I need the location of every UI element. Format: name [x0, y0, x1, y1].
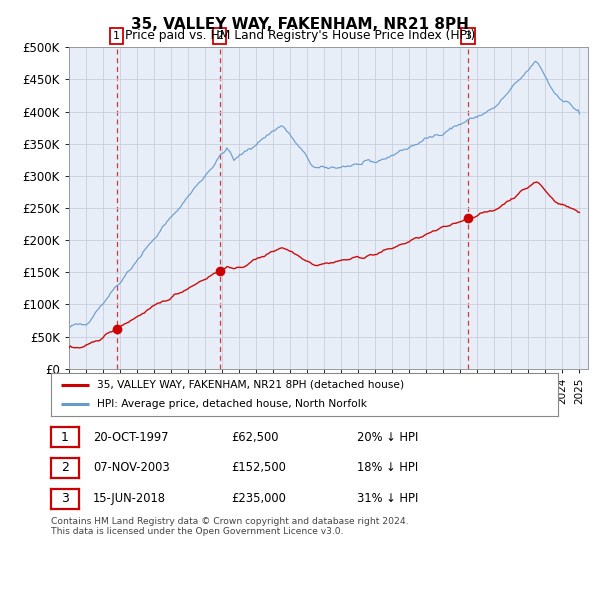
Text: Contains HM Land Registry data © Crown copyright and database right 2024.
This d: Contains HM Land Registry data © Crown c…	[51, 517, 409, 536]
Text: 2: 2	[216, 31, 223, 41]
Text: £235,000: £235,000	[231, 492, 286, 505]
Text: 15-JUN-2018: 15-JUN-2018	[93, 492, 166, 505]
Text: 20% ↓ HPI: 20% ↓ HPI	[357, 431, 418, 444]
Text: 35, VALLEY WAY, FAKENHAM, NR21 8PH (detached house): 35, VALLEY WAY, FAKENHAM, NR21 8PH (deta…	[97, 379, 404, 389]
Text: 20-OCT-1997: 20-OCT-1997	[93, 431, 169, 444]
Text: 1: 1	[113, 31, 120, 41]
Text: 35, VALLEY WAY, FAKENHAM, NR21 8PH: 35, VALLEY WAY, FAKENHAM, NR21 8PH	[131, 17, 469, 31]
Text: £152,500: £152,500	[231, 461, 286, 474]
Text: 07-NOV-2003: 07-NOV-2003	[93, 461, 170, 474]
Text: Price paid vs. HM Land Registry's House Price Index (HPI): Price paid vs. HM Land Registry's House …	[125, 30, 475, 42]
Text: 3: 3	[61, 492, 69, 505]
Text: 2: 2	[61, 461, 69, 474]
Text: £62,500: £62,500	[231, 431, 278, 444]
Text: 18% ↓ HPI: 18% ↓ HPI	[357, 461, 418, 474]
Text: 31% ↓ HPI: 31% ↓ HPI	[357, 492, 418, 505]
Text: HPI: Average price, detached house, North Norfolk: HPI: Average price, detached house, Nort…	[97, 399, 367, 409]
Text: 1: 1	[61, 431, 69, 444]
Text: 3: 3	[464, 31, 472, 41]
